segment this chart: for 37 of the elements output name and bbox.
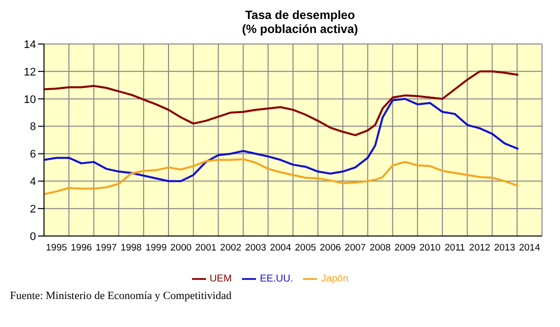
chart-title: Tasa de desempleo (244, 8, 356, 22)
legend-label: Japón (321, 274, 348, 285)
x-tick-label: 1995 (46, 242, 68, 254)
x-tick-label: 2000 (170, 242, 192, 254)
x-tick-label: 1998 (120, 242, 142, 254)
line-series (44, 98, 520, 182)
x-tick-label: 2001 (195, 242, 216, 254)
x-tick-label: 2003 (245, 242, 266, 254)
legend-label: EE.UU. (260, 274, 294, 285)
y-tick-label: 4 (30, 176, 36, 188)
y-tick-label: 8 (30, 121, 36, 134)
x-tick-label: 1996 (70, 242, 92, 254)
x-tick-label: 1997 (96, 242, 117, 254)
x-tick-label: 1999 (145, 242, 167, 254)
x-tick-label: 2008 (370, 242, 391, 254)
y-tick-label: 0 (30, 230, 36, 243)
y-tick-label: 14 (24, 38, 36, 51)
y-tick-label: 10 (24, 94, 36, 106)
x-tick-label: 2002 (220, 242, 242, 254)
x-tick-label: 2010 (419, 242, 441, 254)
y-tick-label: 6 (30, 148, 36, 161)
y-tick-label: 12 (24, 66, 36, 78)
x-tick-label: 2009 (394, 242, 416, 254)
source-note: Fuente: Ministerio de Economía y Competitividad (9, 290, 232, 302)
chart-subtitle: (% población activa) (240, 22, 360, 36)
x-tick-label: 2005 (294, 242, 316, 254)
line-series (44, 158, 520, 196)
y-tick-label: 2 (30, 203, 36, 216)
x-tick-label: 2014 (518, 242, 540, 254)
x-tick-label: 2004 (270, 242, 292, 254)
x-tick-label: 2012 (469, 242, 490, 254)
line-series (44, 70, 520, 136)
legend-label: UEM (210, 274, 232, 285)
x-tick-label: 2007 (344, 242, 366, 254)
x-tick-label: 2011 (444, 242, 466, 254)
x-tick-label: 2013 (494, 242, 516, 254)
x-tick-label: 2006 (320, 242, 341, 254)
